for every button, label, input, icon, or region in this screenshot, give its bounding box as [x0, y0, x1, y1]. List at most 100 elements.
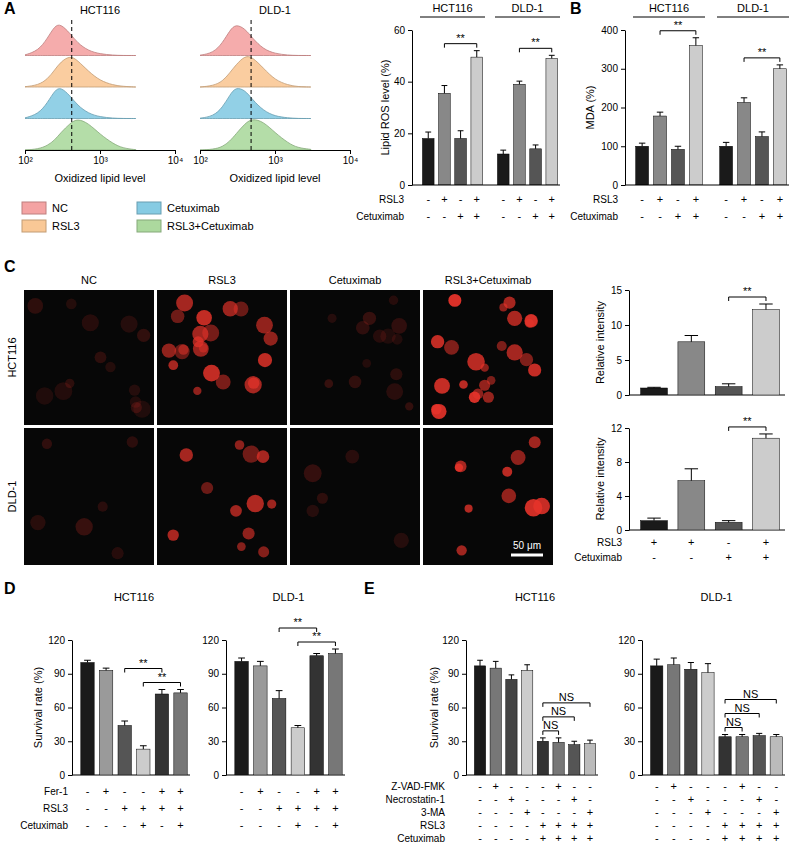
condition-sign: -: [104, 819, 108, 831]
error-bar: [524, 665, 530, 671]
bar: [756, 137, 769, 185]
tick-label: 0: [59, 770, 65, 781]
error-bar-stem: [656, 659, 657, 666]
bar: [678, 342, 705, 395]
axis-title: Survival rate (%): [428, 667, 440, 748]
scale-bar: [511, 554, 543, 557]
cell: [247, 495, 264, 512]
axis: 0306090120: [48, 635, 72, 781]
error-bar-cap: [657, 112, 663, 113]
error-bar: [177, 690, 184, 693]
error-bar-stem: [480, 660, 481, 666]
cell: [199, 344, 208, 353]
condition-sign: +: [688, 793, 694, 805]
error-bar-stem: [761, 132, 762, 137]
condition-sign: -: [259, 802, 263, 814]
error-bar-cap: [759, 433, 772, 434]
condition-sign: -: [501, 193, 505, 205]
error-bar: [295, 726, 302, 728]
bar: [272, 699, 286, 776]
condition-sign: -: [723, 793, 727, 805]
error-bar: [509, 675, 515, 680]
error-bar: [159, 690, 166, 695]
condition-name: Cetuximab: [574, 552, 622, 563]
condition-sign: -: [724, 210, 728, 222]
micrograph: [423, 428, 553, 565]
cell: [216, 375, 231, 390]
condition-sign: -: [443, 210, 447, 222]
condition-sign: -: [478, 806, 482, 818]
condition-sign: +: [313, 785, 319, 797]
tick-label: 0: [213, 770, 219, 781]
tick-mark: [625, 462, 629, 463]
tick: 60: [54, 702, 72, 713]
significance-label: **: [743, 415, 752, 427]
cell: [235, 440, 245, 450]
cell: [258, 546, 269, 557]
significance-bracket: [444, 44, 476, 48]
reference-line: [251, 20, 252, 150]
condition-name: Cetuximab: [570, 211, 618, 222]
condition-sign: -: [426, 210, 430, 222]
tick-label: 12: [611, 423, 623, 434]
cell: [230, 505, 242, 517]
cell: [380, 329, 395, 344]
condition-sign: +: [159, 802, 165, 814]
tick-label: 120: [618, 635, 635, 646]
tick: 15: [611, 285, 629, 296]
error-bar-stem: [695, 38, 696, 46]
error-bar-stem: [428, 132, 429, 138]
group-line: [420, 17, 485, 18]
axis-line: [72, 641, 73, 776]
cell: [36, 387, 53, 404]
cell: [456, 545, 466, 555]
condition-sign: -: [541, 806, 545, 818]
error-bar-cap: [177, 689, 184, 690]
tick-mark: [462, 640, 466, 641]
condition-sign: +: [671, 780, 677, 792]
error-bar: [540, 738, 546, 741]
tick-label: 0: [399, 180, 405, 191]
tick-label: 90: [624, 668, 636, 679]
tick-label: 0: [612, 180, 618, 191]
error-bar-cap: [723, 142, 729, 143]
error-bar-cap: [705, 663, 711, 664]
error-bar-stem: [765, 434, 766, 438]
condition-name: Z-VAD-FMK: [391, 781, 445, 792]
condition-sign: -: [541, 793, 545, 805]
axis-title: Oxidized lipid level: [54, 172, 145, 184]
bar: [118, 726, 131, 776]
tick-label: 30: [624, 736, 636, 747]
tick-mark: [625, 428, 629, 429]
cell: [257, 450, 270, 463]
condition-sign: +: [773, 819, 779, 831]
tick-mark: [638, 640, 642, 641]
error-bar: [759, 434, 772, 438]
tick-mark: [408, 82, 412, 83]
subplot-title: DLD-1: [259, 4, 291, 16]
bar: [455, 139, 467, 186]
condition-sign: -: [123, 785, 127, 797]
condition-sign: -: [240, 819, 244, 831]
condition-sign: +: [524, 806, 530, 818]
significance-label: NS: [743, 688, 758, 700]
plot-area: [641, 434, 780, 530]
legend-label: RSL3: [52, 220, 80, 232]
error-bar-cap: [540, 737, 546, 738]
histogram-area: [200, 57, 311, 87]
cell: [196, 310, 212, 326]
column-title: NC: [81, 274, 97, 286]
condition-sign: -: [689, 806, 693, 818]
tick-mark: [625, 496, 629, 497]
condition-sign: -: [774, 793, 778, 805]
group-title: HCT116: [649, 2, 689, 14]
micrograph-background: [24, 428, 154, 565]
cell: [525, 314, 538, 327]
column-title: RSL3: [208, 274, 236, 286]
condition-sign: -: [706, 793, 710, 805]
tick: 60: [448, 702, 466, 713]
condition-sign: +: [332, 785, 338, 797]
error-bar-stem: [143, 746, 144, 749]
condition-sign: -: [494, 819, 498, 831]
error-bar-cap: [313, 653, 320, 654]
